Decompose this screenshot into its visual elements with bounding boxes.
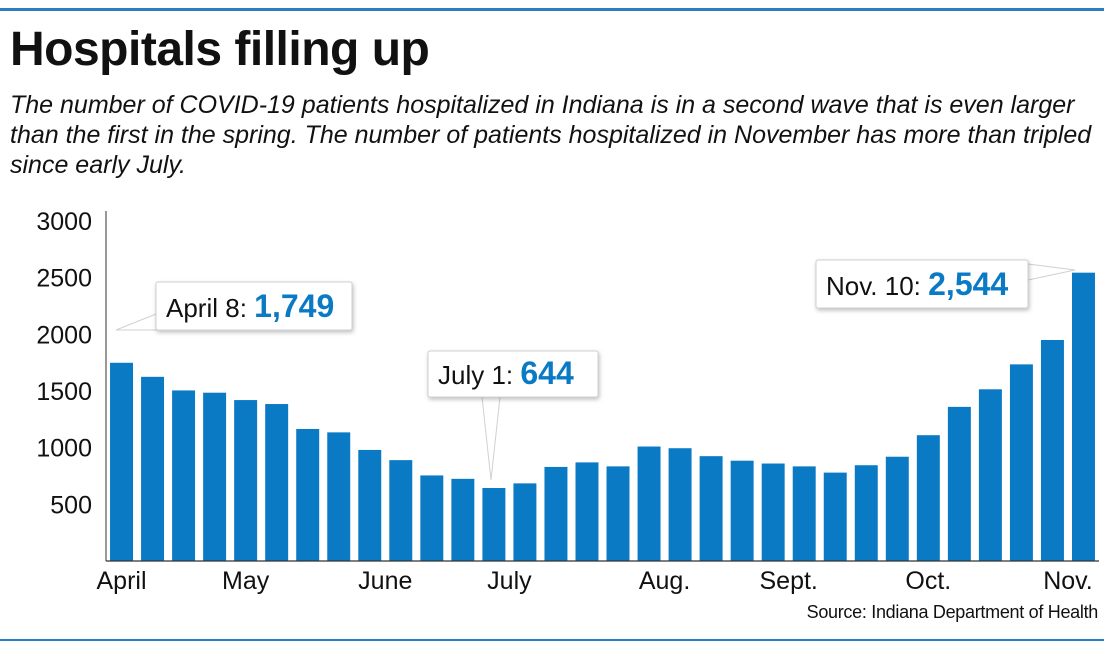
bar [172, 390, 196, 561]
callout: July 1: 644 [427, 350, 599, 481]
bar [265, 404, 289, 561]
axes [105, 211, 1099, 562]
callout-box [155, 281, 353, 331]
x-tick-label: Oct. [905, 567, 951, 595]
callout-text: Nov. 10: 2,544 [826, 266, 1008, 302]
annotations: April 8: 1,749 July 1: 644 Nov. 10: 2,544 [115, 259, 1076, 481]
bar [296, 428, 320, 561]
bar [203, 392, 227, 561]
x-tick-label: May [222, 567, 270, 595]
bar [544, 466, 568, 561]
callout-box [815, 259, 1029, 309]
bar-chart: 500 1000 1500 2000 2500 3000 April May June July… [36, 208, 1099, 595]
callout-date: July 1: [438, 360, 520, 390]
chart-title: Hospitals filling up [10, 23, 430, 76]
bar [637, 446, 661, 561]
bars [110, 272, 1095, 561]
y-tick-label: 1500 [36, 378, 92, 406]
bar [1072, 272, 1095, 561]
x-axis-month-labels: April May June July Aug. Sept. Oct. Nov. [97, 567, 1093, 595]
callout: April 8: 1,749 [115, 281, 353, 331]
callout-date: Nov. 10: [826, 271, 928, 301]
bar [389, 460, 413, 561]
x-tick-label: April [97, 567, 147, 595]
bar [1009, 364, 1033, 561]
bar [730, 460, 754, 561]
bar [823, 472, 847, 561]
bar [761, 463, 785, 561]
bar [575, 462, 599, 561]
x-tick-label: Nov. [1043, 567, 1093, 595]
bar [1040, 340, 1064, 561]
chart-subtitle: The number of COVID-19 patients hospital… [10, 91, 1092, 179]
bar [792, 466, 816, 561]
bottom-rule [0, 639, 1104, 641]
y-tick-label: 1000 [36, 435, 92, 463]
bar [668, 448, 692, 561]
callout-value: 2,544 [928, 266, 1008, 302]
bar [141, 376, 165, 561]
bar [885, 456, 909, 561]
bar [854, 465, 878, 561]
bar [451, 478, 475, 561]
callout-value: 644 [520, 355, 574, 391]
callout-text: April 8: 1,749 [166, 288, 334, 324]
source-note: Source: Indiana Department of Health [806, 602, 1099, 622]
bar [699, 456, 723, 561]
bar [947, 406, 971, 561]
bar [234, 400, 258, 561]
bar [916, 435, 940, 561]
bar [482, 488, 506, 561]
x-tick-label: Sept. [760, 567, 818, 595]
callout: Nov. 10: 2,544 [815, 259, 1076, 309]
y-tick-label: 2500 [36, 265, 92, 293]
callout-date: April 8: [166, 293, 254, 323]
x-tick-label: Aug. [639, 567, 690, 595]
bar [513, 483, 537, 561]
y-tick-label: 3000 [36, 208, 92, 236]
y-tick-label: 2000 [36, 321, 92, 349]
bar [110, 362, 133, 561]
callout-pointer [1027, 263, 1076, 281]
bar [327, 432, 351, 561]
callout-text: July 1: 644 [438, 355, 574, 391]
top-rule [0, 8, 1104, 11]
x-tick-label: June [358, 567, 412, 595]
bar [358, 449, 382, 561]
bar [420, 475, 444, 561]
callout-pointer [481, 396, 501, 481]
callout-value: 1,749 [254, 288, 334, 324]
bar [978, 389, 1002, 561]
bar [606, 466, 630, 561]
callout-box [427, 350, 599, 398]
y-axis-ticks: 500 1000 1500 2000 2500 3000 [36, 208, 92, 519]
y-tick-label: 500 [50, 491, 92, 519]
x-tick-label: July [487, 567, 532, 595]
